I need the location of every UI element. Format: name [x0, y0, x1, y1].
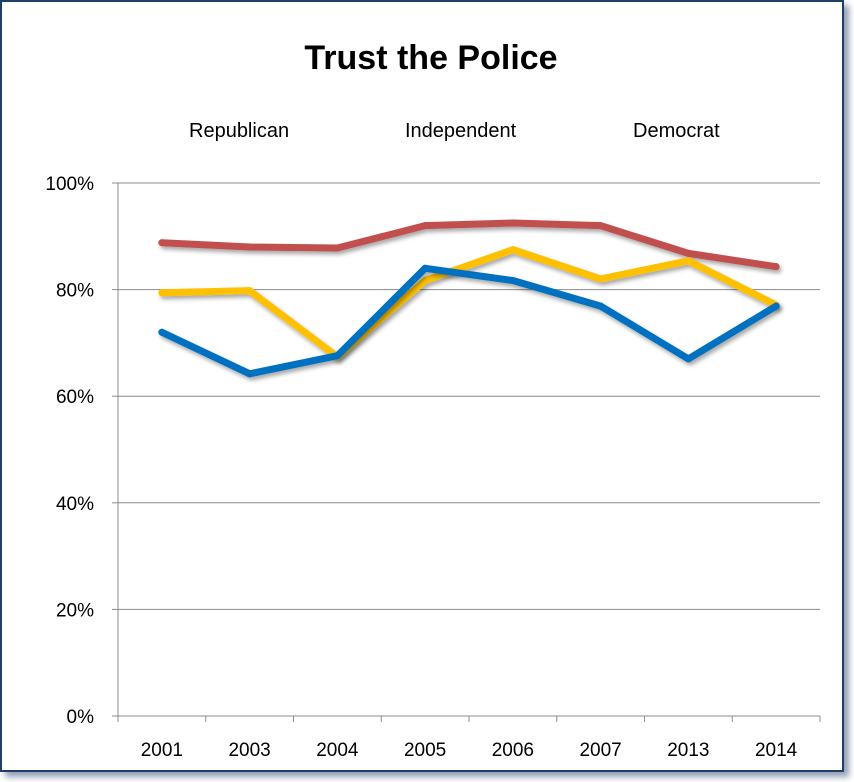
x-tick-label: 2003 — [228, 740, 270, 761]
data-point-republican — [333, 244, 341, 252]
data-point-democrat — [421, 264, 429, 272]
series-line-republican — [158, 219, 780, 271]
gridlines — [118, 182, 820, 610]
y-tick-label: 0% — [67, 707, 95, 728]
chart-title: Trust the Police — [304, 39, 557, 77]
data-point-independent — [421, 277, 429, 285]
x-tick-label: 2014 — [755, 740, 798, 761]
data-point-republican — [246, 243, 254, 251]
data-point-republican — [421, 222, 429, 230]
data-point-democrat — [333, 352, 341, 360]
x-tick-label: 2004 — [316, 740, 359, 761]
data-point-independent — [158, 289, 166, 297]
data-point-independent — [509, 246, 517, 254]
x-tick-label: 2005 — [404, 740, 446, 761]
legend-label-republican: Republican — [189, 120, 289, 142]
data-point-democrat — [772, 302, 780, 310]
legend-label-independent: Independent — [405, 120, 517, 142]
series-line-democrat — [158, 264, 780, 378]
x-tick-label: 2006 — [492, 740, 534, 761]
series-group — [158, 219, 780, 378]
data-point-independent — [246, 287, 254, 295]
x-tick-label: 2007 — [579, 740, 621, 761]
data-point-republican — [597, 222, 605, 230]
data-point-republican — [684, 249, 692, 257]
data-point-republican — [158, 239, 166, 247]
data-point-republican — [509, 219, 517, 227]
data-point-democrat — [597, 302, 605, 310]
axes — [112, 182, 821, 722]
x-tick-label: 2001 — [141, 740, 183, 761]
data-point-republican — [772, 263, 780, 271]
data-point-democrat — [684, 355, 692, 363]
data-point-democrat — [246, 370, 254, 378]
x-tick-label: 2013 — [667, 740, 709, 761]
y-tick-label: 60% — [56, 387, 94, 408]
data-point-independent — [684, 257, 692, 265]
series-line-independent — [158, 246, 780, 361]
y-tick-label: 80% — [56, 281, 94, 302]
data-point-democrat — [509, 277, 517, 285]
y-tick-label: 40% — [56, 494, 94, 515]
legend: Republican Independent Democrat — [124, 120, 720, 142]
tick-labels: 0% 20% 40% 60% 80% 100% 2001 2003 2004 2005 2006 20… — [45, 174, 797, 761]
data-point-democrat — [158, 328, 166, 336]
data-point-independent — [597, 275, 605, 283]
legend-label-democrat: Democrat — [633, 120, 720, 142]
y-tick-label: 100% — [45, 174, 94, 195]
y-tick-label: 20% — [56, 600, 94, 621]
